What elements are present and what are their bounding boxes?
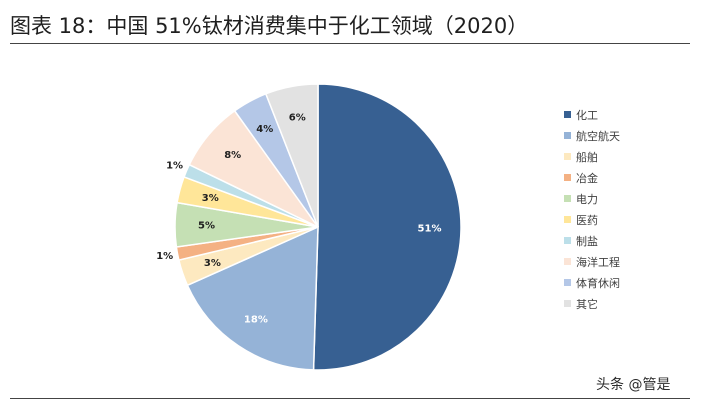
legend-swatch (564, 237, 571, 244)
legend-item: 制盐 (564, 230, 620, 251)
legend-label: 电力 (576, 192, 598, 206)
slice-data-label: 5% (198, 220, 215, 231)
legend-item: 化工 (564, 104, 620, 125)
slice-data-label: 6% (289, 112, 306, 123)
legend-item: 电力 (564, 188, 620, 209)
legend-swatch (564, 258, 571, 265)
slice-data-label: 1% (156, 251, 173, 262)
legend-swatch (564, 153, 571, 160)
legend-item: 船舶 (564, 146, 620, 167)
legend-swatch (564, 195, 571, 202)
legend-swatch (564, 300, 571, 307)
legend-label: 船舶 (576, 150, 598, 164)
legend-item: 冶金 (564, 167, 620, 188)
bottom-divider (10, 398, 690, 399)
legend-item: 海洋工程 (564, 251, 620, 272)
legend-label: 航空航天 (576, 129, 620, 143)
legend-swatch (564, 279, 571, 286)
legend-label: 其它 (576, 297, 598, 311)
legend-item: 医药 (564, 209, 620, 230)
legend-label: 海洋工程 (576, 255, 620, 269)
pie-slice-9 (264, 83, 319, 228)
legend-label: 医药 (576, 213, 598, 227)
pie-slice-0 (312, 83, 462, 371)
title-divider (10, 43, 690, 44)
slice-data-label: 1% (166, 161, 183, 172)
legend-item: 其它 (564, 293, 620, 314)
legend-item: 体育休闲 (564, 272, 620, 293)
legend-label: 制盐 (576, 234, 598, 248)
legend-label: 体育休闲 (576, 276, 620, 290)
watermark: 头条 @管是 (596, 377, 671, 393)
slice-data-label: 18% (244, 315, 268, 326)
legend-swatch (564, 174, 571, 181)
legend-swatch (564, 111, 571, 118)
legend-label: 化工 (576, 108, 598, 122)
pie-slice-1 (186, 225, 319, 371)
slice-data-label: 3% (202, 193, 219, 204)
figure-title: 图表 18：中国 51%钛材消费集中于化工领域（2020） (10, 14, 529, 38)
legend-item: 航空航天 (564, 125, 620, 146)
chart-legend: 化工航空航天船舶冶金电力医药制盐海洋工程体育休闲其它 (564, 104, 620, 314)
legend-swatch (564, 132, 571, 139)
slice-data-label: 3% (204, 258, 221, 269)
legend-label: 冶金 (576, 171, 598, 185)
slice-data-label: 8% (224, 150, 241, 161)
slice-data-label: 51% (418, 224, 442, 235)
legend-swatch (564, 216, 571, 223)
slice-data-label: 4% (256, 124, 273, 135)
